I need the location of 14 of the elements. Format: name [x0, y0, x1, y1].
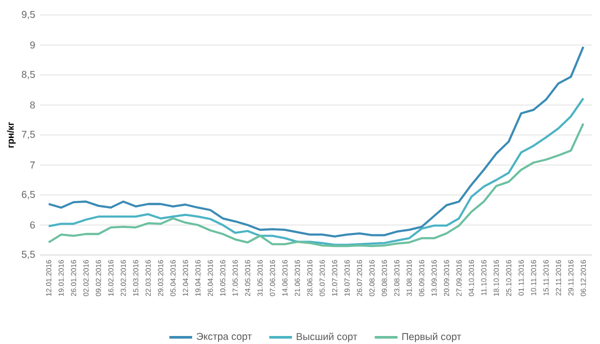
y-tick-label: 6,5	[22, 190, 35, 200]
legend-label: Первый сорт	[402, 332, 462, 342]
y-tick-label: 9	[30, 41, 35, 49]
y-tick-label: 8,5	[22, 70, 35, 80]
y-tick-label: 6	[30, 221, 35, 229]
y-tick-label: 5,5	[22, 250, 35, 260]
legend-label: Экстра сорт	[196, 332, 252, 342]
line-series	[48, 122, 584, 248]
legend-label: Высший сорт	[296, 332, 358, 342]
y-tick-label: 7	[30, 162, 35, 168]
y-tick-label: 7,5	[22, 130, 35, 140]
y-axis-title: грн/кг	[6, 122, 16, 148]
y-tick-label: 8	[30, 101, 35, 109]
y-tick-label: 9,5	[22, 10, 35, 20]
